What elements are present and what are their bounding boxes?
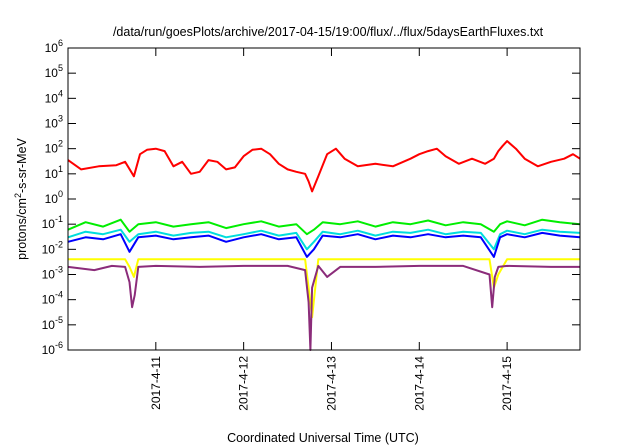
y-tick-base: 10 <box>45 167 59 181</box>
axis-layer: 10-610-510-410-310-210-11001011021031041… <box>42 38 580 411</box>
y-tick-exp: -6 <box>55 340 63 350</box>
series-line-4 <box>67 231 581 258</box>
y-tick-exp: -1 <box>55 214 63 224</box>
y-tick-exp: 5 <box>58 63 63 73</box>
y-axis-title-sup: 2 <box>13 193 23 198</box>
y-tick-exp: 2 <box>58 139 63 149</box>
y-tick-label: 104 <box>45 88 63 105</box>
y-tick-base: 10 <box>45 142 59 156</box>
y-tick-label: 10-1 <box>42 214 63 231</box>
y-tick-base: 10 <box>42 318 56 332</box>
y-tick-exp: -3 <box>55 265 63 275</box>
y-tick-label: 105 <box>45 63 63 80</box>
y-tick-label: 103 <box>45 114 63 131</box>
y-tick-exp: 4 <box>58 88 63 98</box>
y-tick-base: 10 <box>45 117 59 131</box>
plot-frame <box>67 47 581 351</box>
y-axis-title-main: protons/cm <box>15 198 29 260</box>
y-tick-base: 10 <box>45 91 59 105</box>
y-tick-base: 10 <box>45 192 59 206</box>
y-tick-base: 10 <box>42 217 56 231</box>
y-tick-exp: -5 <box>55 315 63 325</box>
x-tick-label: 2017-4-13 <box>324 356 338 411</box>
y-tick-exp: 1 <box>58 164 63 174</box>
x-tick-label: 2017-4-15 <box>500 356 514 411</box>
series-line-3 <box>67 228 581 251</box>
chart-title: /data/run/goesPlots/archive/2017-04-15/1… <box>113 25 544 39</box>
x-tick-label: 2017-4-11 <box>149 356 163 410</box>
y-tick-base: 10 <box>45 66 59 80</box>
y-tick-base: 10 <box>45 41 59 55</box>
x-tick-label: 2017-4-14 <box>412 356 426 411</box>
y-tick-base: 10 <box>42 242 56 256</box>
y-tick-label: 10-4 <box>42 290 63 307</box>
y-tick-exp: 3 <box>58 114 63 124</box>
y-axis-title-rest: -s-sr-MeV <box>15 137 29 193</box>
y-tick-label: 101 <box>45 164 63 181</box>
series-line-2 <box>67 218 581 236</box>
y-tick-exp: 0 <box>58 189 63 199</box>
y-tick-label: 10-6 <box>42 340 63 357</box>
y-tick-label: 10-2 <box>42 239 63 256</box>
y-tick-base: 10 <box>42 293 56 307</box>
series-line-1 <box>67 140 581 193</box>
x-axis-title: Coordinated Universal Time (UTC) <box>227 431 419 445</box>
y-tick-exp: -4 <box>55 290 63 300</box>
y-tick-exp: -2 <box>55 239 63 249</box>
x-tick-label: 2017-4-12 <box>237 356 251 411</box>
y-tick-base: 10 <box>42 343 56 357</box>
y-tick-exp: 6 <box>58 38 63 48</box>
y-tick-label: 100 <box>45 189 63 206</box>
y-tick-base: 10 <box>42 268 56 282</box>
y-tick-label: 106 <box>45 38 63 55</box>
y-tick-label: 10-5 <box>42 315 63 332</box>
y-tick-label: 102 <box>45 139 63 156</box>
y-tick-label: 10-3 <box>42 265 63 282</box>
y-axis-title: protons/cm2-s-sr-MeV <box>13 137 29 259</box>
